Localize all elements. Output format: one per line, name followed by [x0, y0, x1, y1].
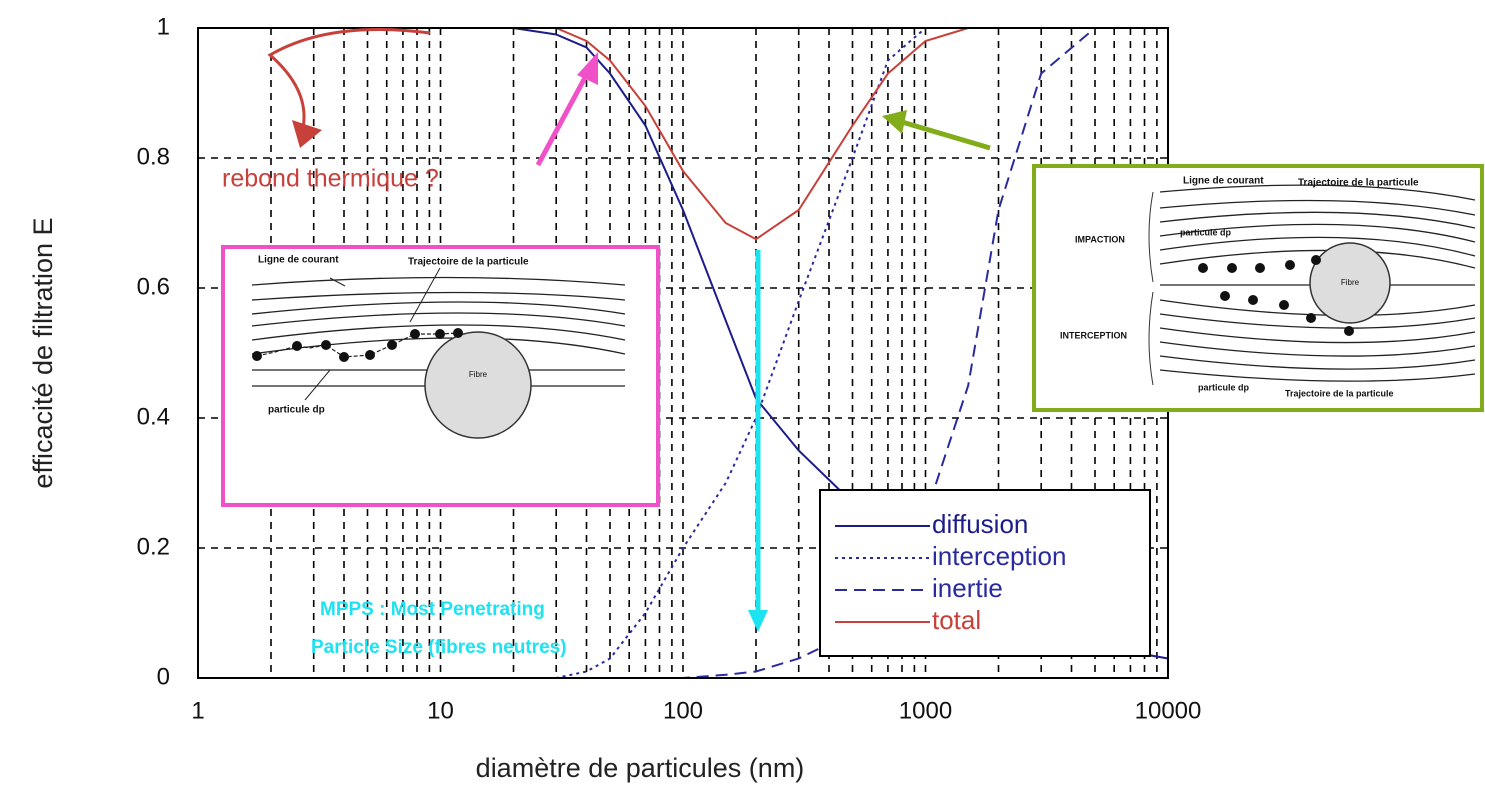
y-axis-label: efficacité de filtration E [28, 217, 58, 488]
y-tick-label: 0.6 [137, 273, 170, 300]
inset-label: particule dp [268, 405, 325, 416]
inset-label: Ligne de courant [1183, 176, 1264, 187]
inset-label: Trajectoire de la particule [1298, 178, 1419, 189]
arrow [270, 29, 430, 128]
inset-label: particule dp [1198, 382, 1250, 392]
annotation: Particle Size (fibres neutres) [311, 637, 567, 658]
legend-label: interception [932, 541, 1066, 571]
y-tick-label: 0.4 [137, 403, 170, 430]
x-tick-label: 100 [663, 697, 703, 724]
arrowhead [882, 110, 907, 134]
inset-diffusion: Ligne de courant Trajectoire de la parti… [223, 247, 658, 505]
inset-label: IMPACTION [1075, 234, 1125, 244]
fibre [425, 332, 531, 438]
x-tick-label: 1 [191, 697, 204, 724]
x-axis-label: diamètre de particules (nm) [476, 753, 805, 783]
arrowhead [292, 120, 322, 148]
inset-label: Ligne de courant [258, 255, 339, 266]
arrowhead [748, 610, 768, 632]
annotation: MPPS : Most Penetrating [320, 599, 545, 620]
x-tick-label: 10 [427, 697, 454, 724]
x-tick-label: 1000 [899, 697, 952, 724]
annotation: rebond thermique ? [222, 165, 439, 193]
inset-label: Fibre [469, 370, 488, 379]
y-tick-label: 0.8 [137, 143, 170, 170]
legend-label: diffusion [932, 509, 1028, 539]
inset-label: Fibre [1341, 278, 1360, 287]
chart: 1 10 100 1000 10000 0 0.2 0.4 0.6 0.8 1 diamètre d… [0, 0, 1485, 788]
legend-label: total [932, 605, 981, 635]
x-tick-label: 10000 [1135, 697, 1202, 724]
inset-label: Trajectoire de la particule [408, 257, 529, 268]
y-tick-label: 1 [157, 13, 170, 40]
legend-label: inertie [932, 573, 1003, 603]
arrowhead [577, 52, 598, 85]
inset-label: Trajectoire de la particule [1285, 388, 1394, 398]
inset-impaction: Ligne de courant Trajectoire de la parti… [1034, 166, 1482, 410]
inset-label: particule dp [1180, 227, 1232, 237]
inset-frame [1034, 166, 1482, 410]
inset-label: INTERCEPTION [1060, 330, 1127, 340]
y-tick-label: 0.2 [137, 533, 170, 560]
arrow [538, 72, 588, 165]
y-tick-label: 0 [157, 663, 170, 690]
